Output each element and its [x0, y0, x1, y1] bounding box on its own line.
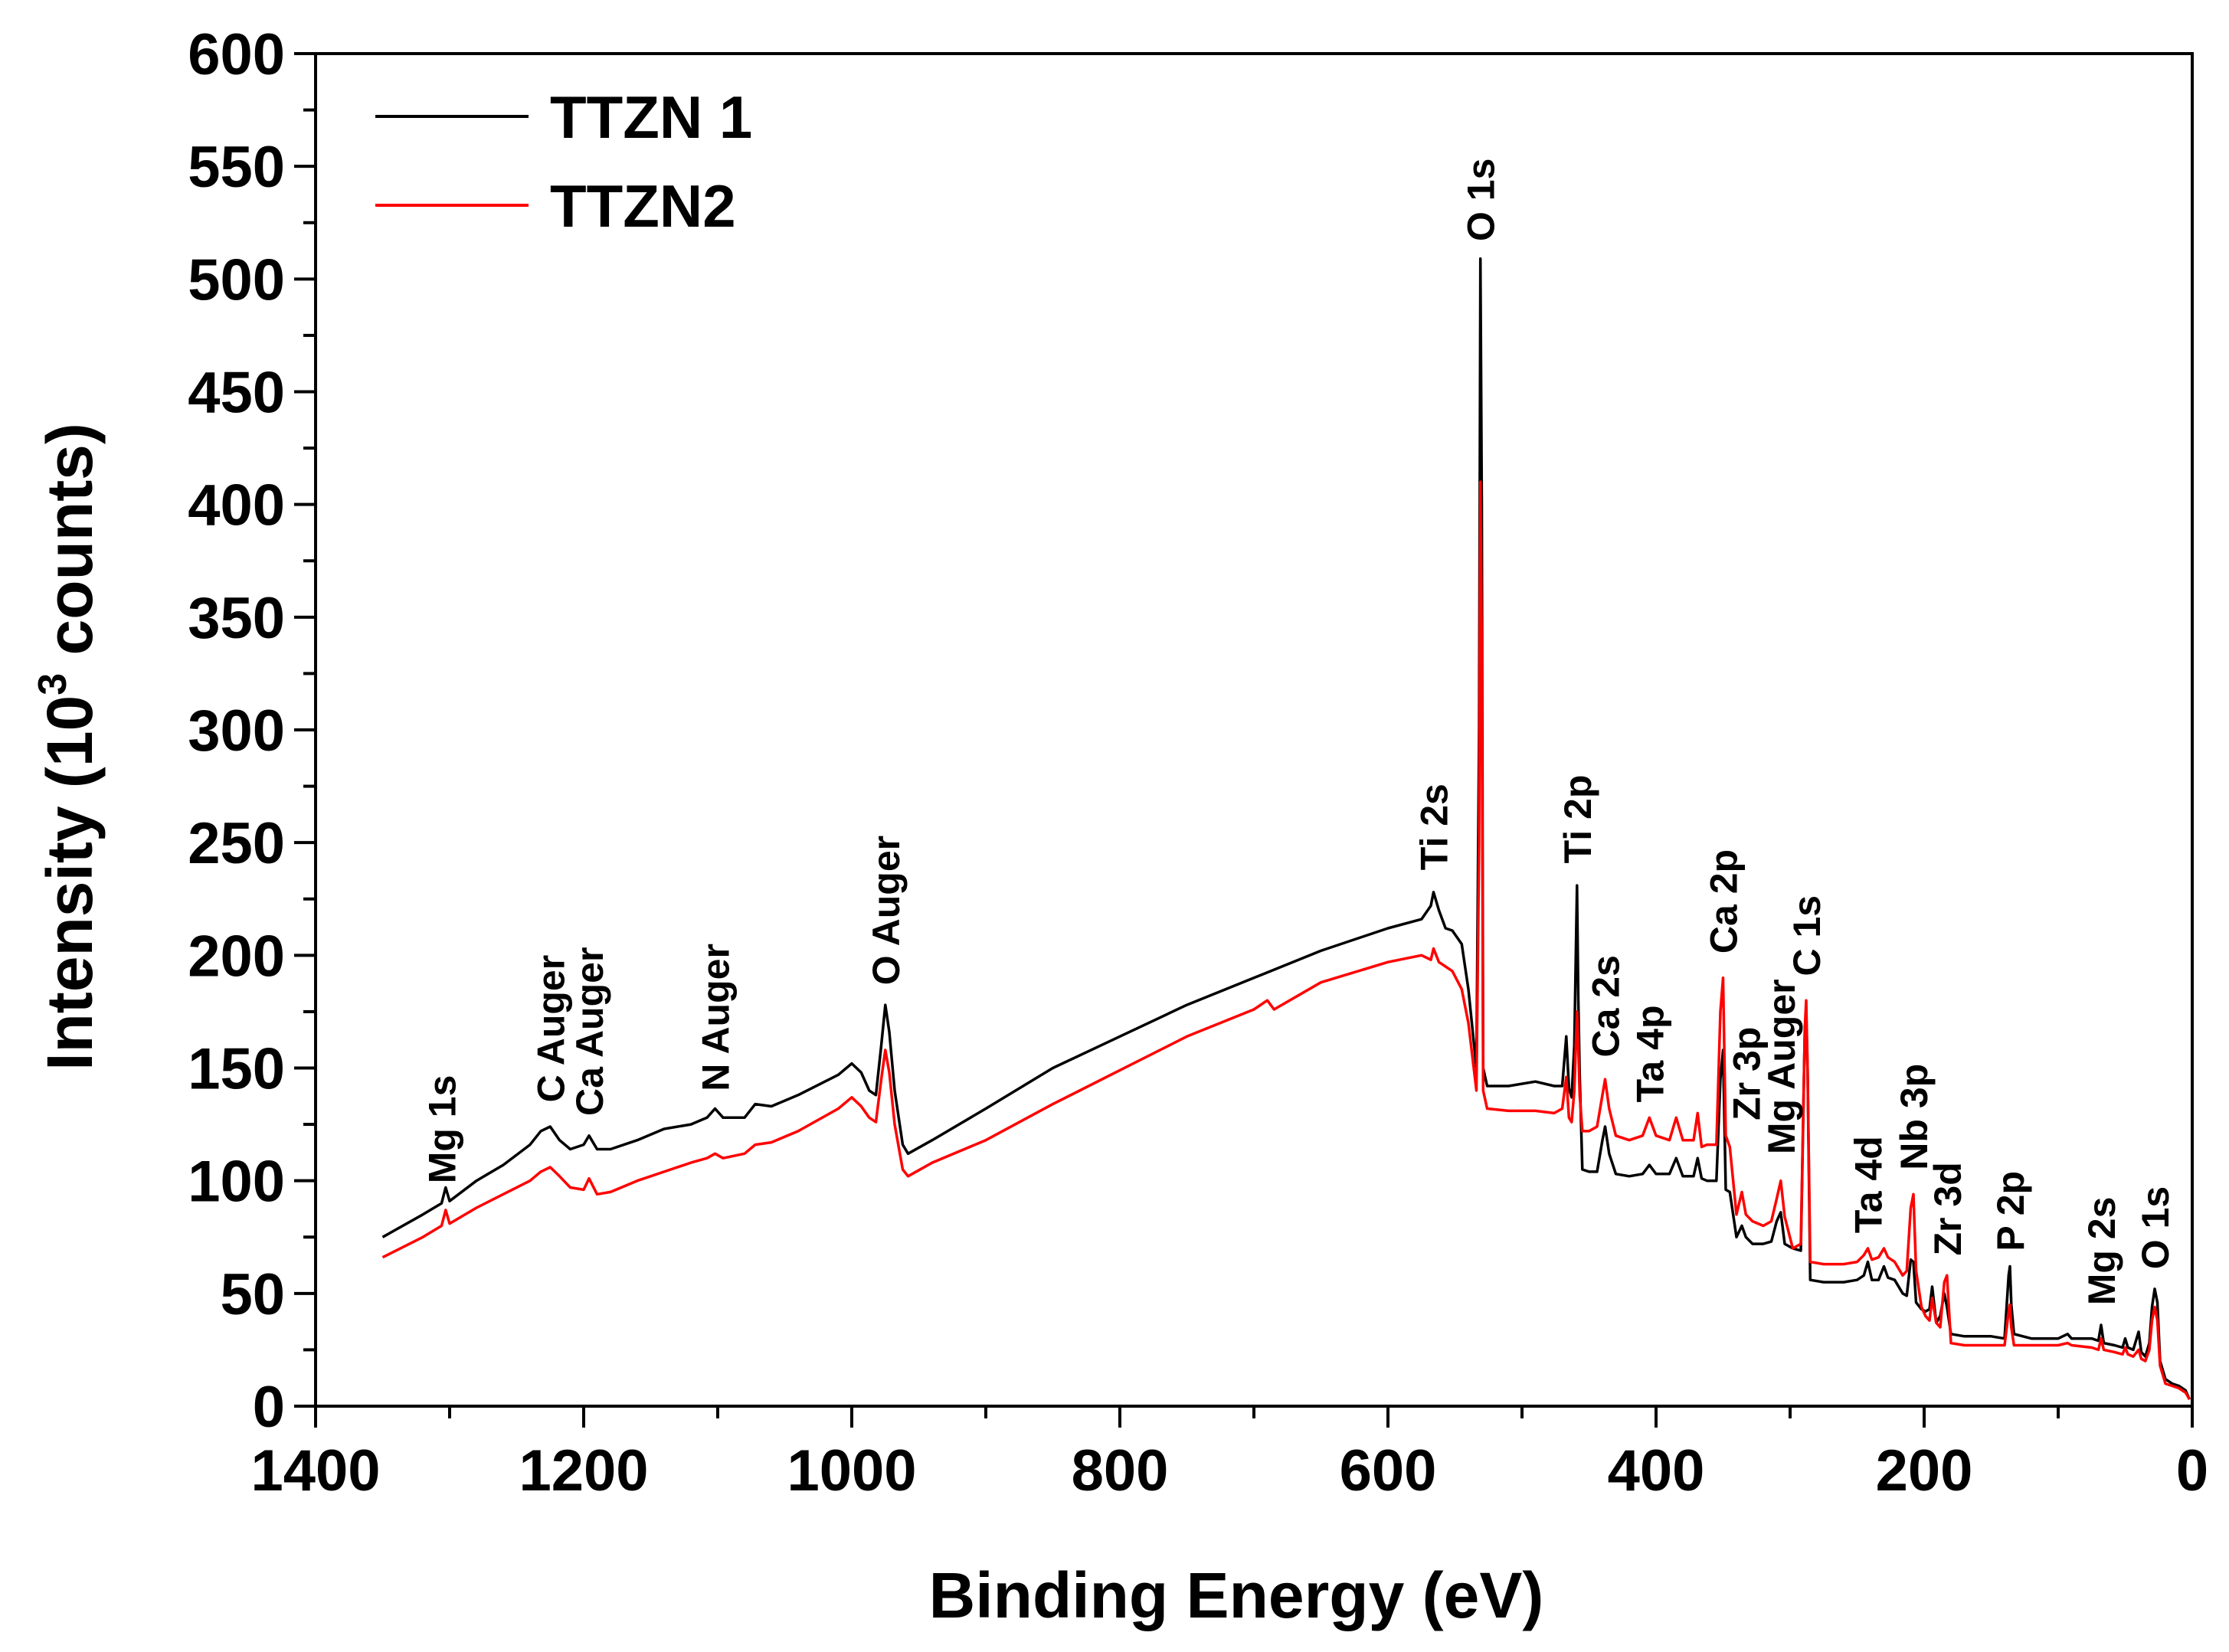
y-axis-title-part1: Intensity (10	[34, 695, 106, 1071]
y-tick-label: 450	[188, 361, 285, 426]
y-axis-title-part2: counts)	[34, 423, 106, 673]
y-axis-title-superscript: 3	[31, 673, 75, 695]
legend: TTZN 1 TTZN2	[375, 83, 752, 240]
x-tick-label: 1000	[787, 1438, 916, 1503]
peak-label: P 2p	[1989, 1171, 2032, 1251]
peak-label: Zr 3p	[1725, 1027, 1768, 1120]
y-tick-label: 250	[188, 811, 285, 876]
peak-label: Mg 2s	[2080, 1197, 2123, 1306]
legend-label-ttzn1: TTZN 1	[550, 83, 752, 151]
peak-label: O Auger	[865, 836, 908, 985]
peak-label: Zr 3d	[1926, 1162, 1969, 1255]
peak-label: Nb 3p	[1893, 1064, 1936, 1170]
legend-label-ttzn2: TTZN2	[550, 172, 736, 240]
x-tick-label: 600	[1340, 1438, 1437, 1503]
x-tick-label: 1200	[519, 1438, 648, 1503]
y-tick-label: 150	[188, 1037, 285, 1102]
peak-label: Ca 2p	[1703, 849, 1746, 954]
y-tick-label: 300	[188, 698, 285, 764]
peak-label: C Auger	[529, 955, 572, 1103]
peak-label: Ca 2s	[1585, 955, 1628, 1057]
y-tick-label: 200	[188, 924, 285, 989]
series-layer	[381, 257, 2191, 1401]
x-tick-label: 800	[1072, 1438, 1169, 1503]
x-tick-label: 200	[1876, 1438, 1973, 1503]
peak-label: Ti 2s	[1413, 783, 1456, 870]
x-tick-label: 400	[1608, 1438, 1705, 1503]
peak-label: N Auger	[695, 944, 738, 1091]
ticks-layer: 1400 1200 1000 800 600 400 200 0 0 50 100 150 200 250…	[188, 22, 2208, 1503]
y-tick-label: 600	[188, 22, 285, 87]
peak-label: Mg 1s	[421, 1075, 464, 1184]
y-tick-label: 550	[188, 135, 285, 200]
y-tick-label: 0	[253, 1375, 285, 1440]
peak-label: Ta 4p	[1628, 1006, 1671, 1103]
peak-label: Ca Auger	[568, 947, 611, 1116]
y-tick-label: 500	[188, 247, 285, 312]
peak-label: Ti 2p	[1556, 775, 1599, 864]
x-axis-title: Binding Energy (eV)	[929, 1559, 1544, 1631]
x-tick-label: 0	[2176, 1438, 2208, 1503]
peak-label: Mg Auger	[1760, 979, 1803, 1154]
x-tick-label: 1400	[250, 1438, 380, 1503]
y-tick-label: 350	[188, 586, 285, 651]
y-axis-title: Intensity (103 counts)	[31, 423, 106, 1071]
series-line-ttzn1	[381, 257, 2191, 1400]
peak-label: O 1s	[2134, 1186, 2177, 1269]
series-line-ttzn2	[381, 480, 2191, 1401]
y-tick-label: 50	[220, 1262, 285, 1327]
y-tick-label: 400	[188, 473, 285, 538]
peak-label: Ta 4d	[1848, 1136, 1890, 1233]
peak-label: O 1s	[1460, 159, 1503, 241]
peak-label: C 1s	[1785, 895, 1828, 976]
y-tick-label: 100	[188, 1150, 285, 1215]
